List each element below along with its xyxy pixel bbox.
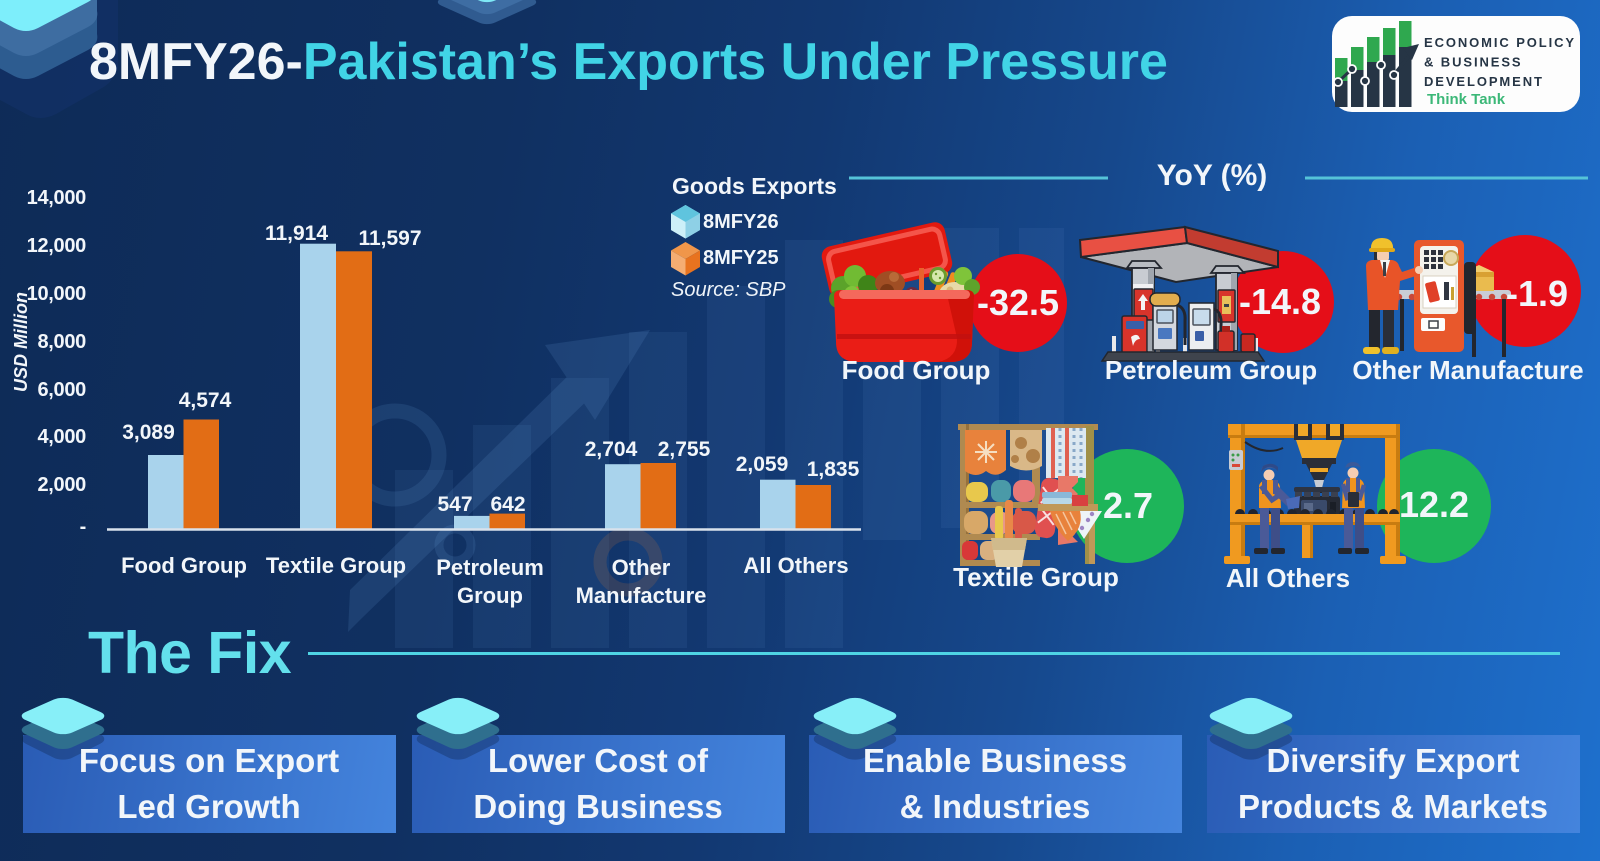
svg-text:ECONOMIC POLICY: ECONOMIC POLICY (1424, 35, 1576, 50)
svg-text:& BUSINESS: & BUSINESS (1424, 55, 1522, 70)
svg-text:Think Tank: Think Tank (1427, 91, 1506, 108)
svg-text:DEVELOPMENT: DEVELOPMENT (1424, 74, 1544, 89)
